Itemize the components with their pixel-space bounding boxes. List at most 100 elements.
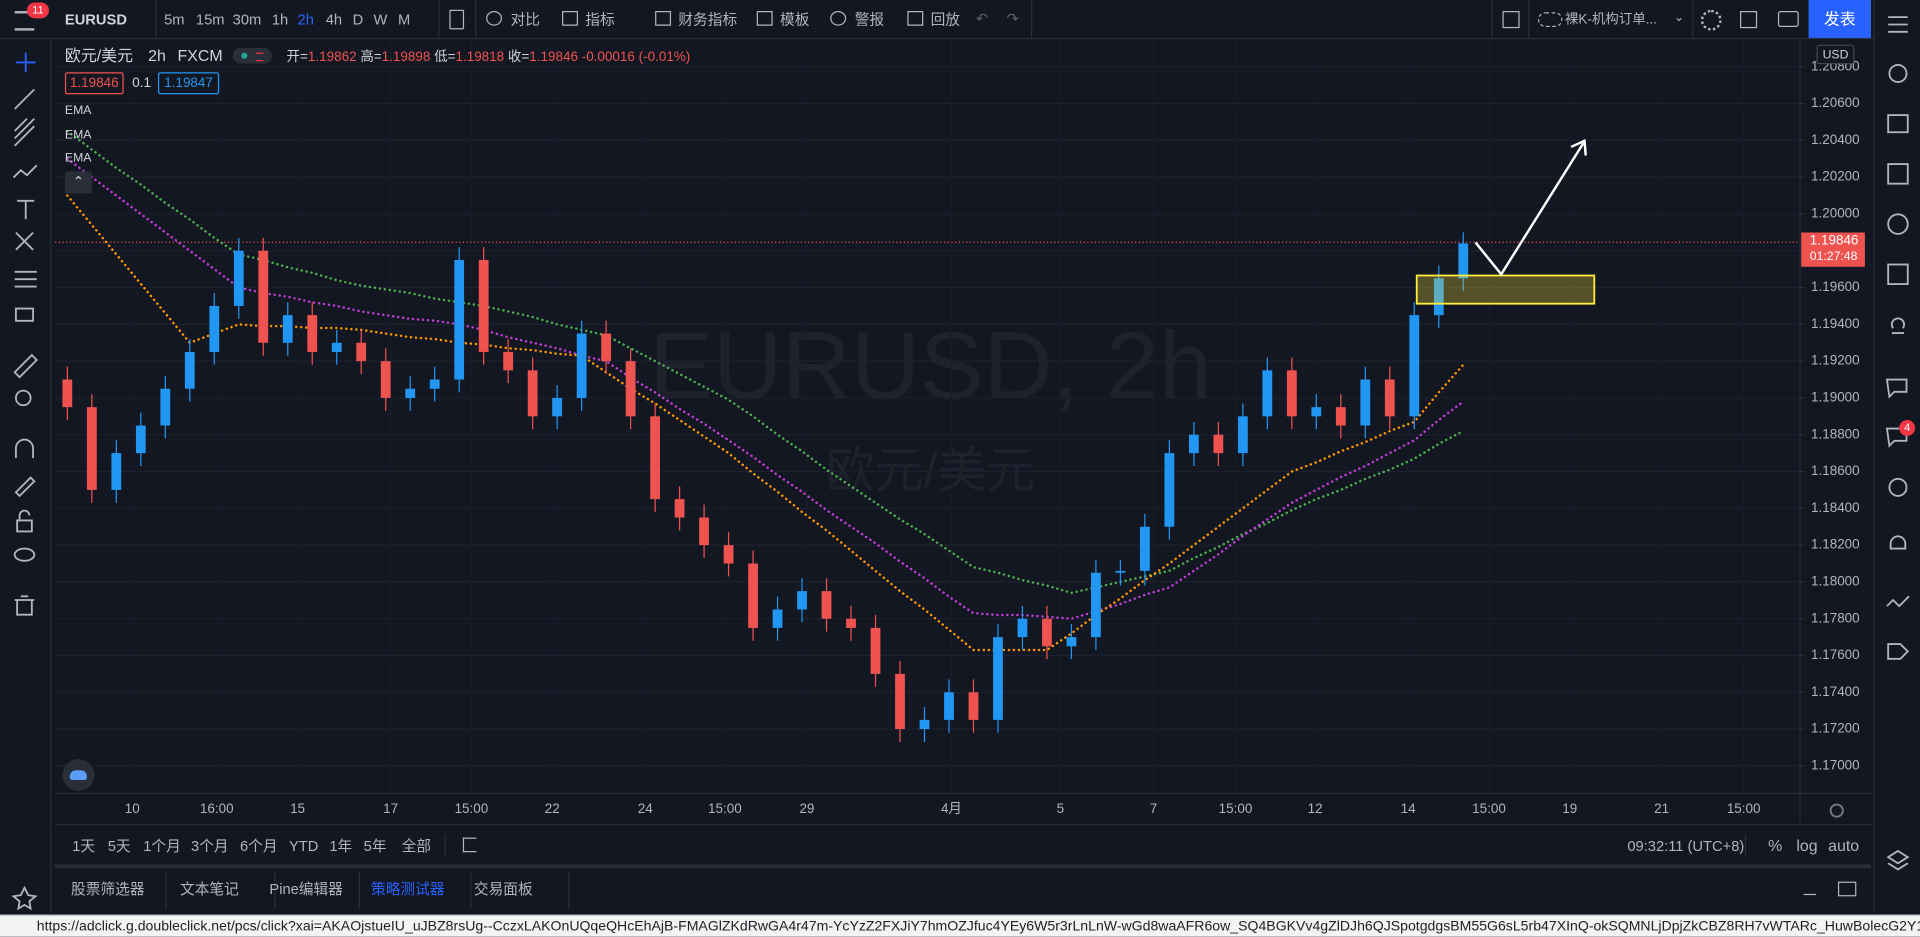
notifications-button[interactable] [1889,535,1907,550]
interval-button[interactable]: 2h [297,11,314,29]
screenshot-button[interactable] [1777,11,1799,27]
panel-tab[interactable]: Pine编辑器 [269,880,343,898]
pattern-tool[interactable] [12,164,38,179]
symbol[interactable]: EURUSD [64,11,127,29]
toolbar-button[interactable]: 警报 [854,11,885,29]
magnet-tool[interactable] [15,438,34,458]
layout-name[interactable]: 裸K-机构订单... [1564,12,1657,27]
toolbar-button[interactable]: 回放 [930,11,961,29]
dropdown-caret[interactable]: ⌄ [1673,11,1685,25]
range-button[interactable]: 3个月 [191,837,229,855]
percent-scale[interactable]: % [1768,836,1783,855]
fullscreen-button[interactable] [1740,11,1758,29]
collapse-legend[interactable]: ⌃ [64,171,92,194]
minimize-panel[interactable] [1803,893,1816,896]
currency-box[interactable] [1816,44,1855,65]
measure-lines[interactable] [14,270,37,288]
candle-body [576,333,587,398]
toolbar-button[interactable]: 指标 [585,11,615,29]
delete-tool[interactable] [14,595,35,616]
candle-body [1262,370,1273,417]
panel-tab[interactable]: 策略测试器 [371,880,445,898]
text-tool[interactable] [17,199,35,220]
interval-button[interactable]: W [373,11,388,29]
interval-button[interactable]: D [352,11,364,29]
help-button[interactable] [1888,477,1908,497]
range-button[interactable]: 1年 [329,837,353,855]
alerts-button[interactable] [1888,63,1908,83]
interval-button[interactable]: 1h [271,11,289,29]
x-tick-label: 16:00 [200,801,234,816]
range-button[interactable]: 全部 [401,837,432,855]
separator [274,871,276,909]
settings-gear[interactable] [1829,803,1844,818]
logo-button[interactable] [62,759,95,792]
strategy-button[interactable] [1887,643,1910,660]
data-window-button[interactable] [1887,163,1909,185]
range-button[interactable]: 6个月 [240,837,278,855]
panel-tab[interactable]: 交易面板 [473,880,533,898]
undo[interactable]: ↶ [975,9,989,27]
indicator-label: EMA [64,151,92,166]
ruler-tool[interactable] [13,353,39,379]
fib-tool[interactable] [14,118,35,147]
auto-scale[interactable]: auto [1828,836,1860,855]
redo[interactable]: ↷ [1006,9,1019,27]
layers-button[interactable] [1886,849,1910,871]
favorites-tool[interactable] [11,885,38,911]
menu-button[interactable] [14,11,35,31]
calendar-button[interactable] [1887,263,1909,286]
x-tick-label: 10 [125,801,140,816]
range-button[interactable]: 5天 [107,837,131,855]
interval-button[interactable]: 4h [325,11,343,29]
candle-body [307,315,318,352]
chart-type-button[interactable] [449,9,465,30]
separator [444,833,446,856]
zoom-tool[interactable] [15,389,32,407]
goto-date-button[interactable] [462,837,477,853]
interval-button[interactable]: 15m [195,11,225,29]
range-button[interactable]: 1个月 [143,837,181,855]
toolbar-button[interactable]: 模板 [780,11,810,29]
panel-tab[interactable]: 股票筛选器 [71,880,145,898]
ask-price[interactable]: 1.19847 [157,72,220,95]
ideas-button[interactable] [1890,317,1905,334]
prediction-tool[interactable] [15,232,34,251]
trendline-tool[interactable] [14,88,35,110]
bid-price[interactable]: 1.19846 [64,72,124,95]
candle-body [895,673,905,730]
open-label: 开= [286,50,308,65]
candle-body [772,609,783,628]
lock-tool[interactable] [16,509,33,533]
interval-button[interactable]: M [397,11,411,29]
hide-tool[interactable] [13,547,36,562]
hotlist-button[interactable] [1887,213,1909,235]
y-tick-label: 1.18200 [1811,537,1860,552]
high-value: 1.19898 [381,50,431,65]
zone-box[interactable] [1415,274,1596,305]
draw-mode-tool[interactable] [14,476,36,498]
news-button[interactable] [1887,114,1909,134]
range-button[interactable]: 1天 [72,837,96,855]
log-scale[interactable]: log [1796,836,1818,855]
maximize-panel[interactable] [1837,881,1857,897]
chat-button[interactable] [1885,378,1908,399]
layout-button[interactable] [1502,11,1520,29]
crosshair-tool[interactable] [15,52,36,73]
range-button[interactable]: YTD [288,837,319,855]
icon-tool[interactable] [15,307,34,322]
change: -0.00016 (-0.01%) [581,50,691,65]
toolbar-button[interactable]: 财务指标 [678,11,738,29]
trading-button[interactable] [1886,595,1910,608]
forecast-arrow[interactable] [1474,142,1585,277]
settings-button[interactable] [1700,9,1722,31]
interval-button[interactable]: 5m [164,11,185,29]
toolbar-button[interactable]: 对比 [510,11,541,29]
range-button[interactable]: 5年 [363,837,387,855]
market-status[interactable] [232,47,272,64]
watchlist-button[interactable] [1888,16,1908,33]
publish-button[interactable]: 发表 [1808,0,1872,38]
panel-tab[interactable]: 文本笔记 [180,880,239,898]
interval-button[interactable]: 30m [232,11,262,29]
